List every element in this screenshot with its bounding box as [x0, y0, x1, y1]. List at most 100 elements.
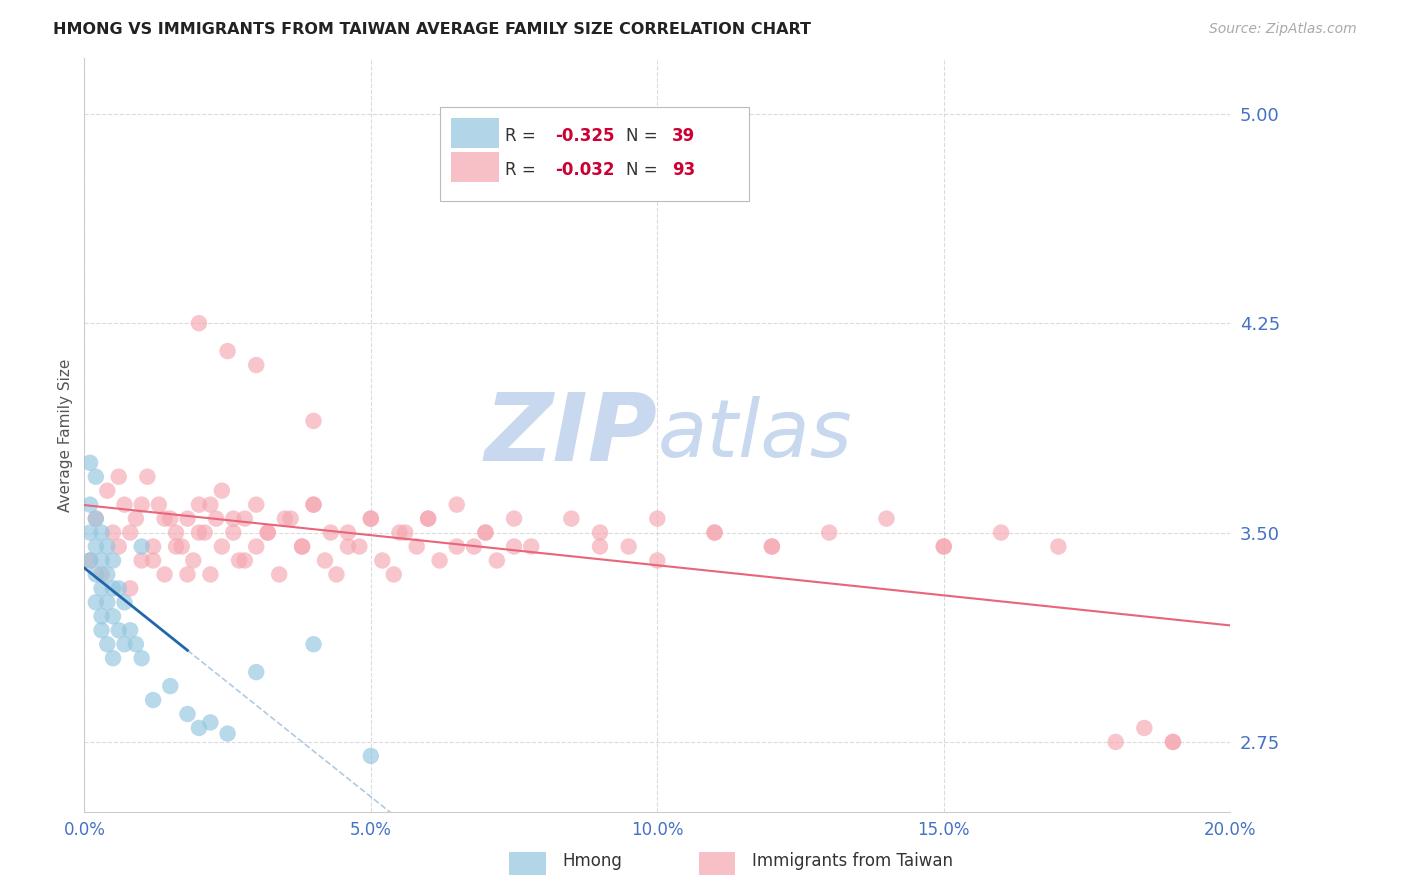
- Point: [932, 540, 955, 554]
- Point: [1161, 735, 1184, 749]
- Point: [181, 553, 204, 567]
- Point: [101, 651, 124, 665]
- Point: [90, 553, 112, 567]
- Point: [84, 567, 107, 582]
- Point: [222, 511, 245, 525]
- Point: [107, 469, 129, 483]
- Point: [84, 511, 107, 525]
- Point: [336, 525, 359, 540]
- Point: [336, 540, 359, 554]
- Text: -0.032: -0.032: [555, 161, 614, 179]
- Point: [101, 609, 124, 624]
- Point: [291, 540, 314, 554]
- Text: -0.325: -0.325: [555, 128, 614, 145]
- Point: [153, 511, 176, 525]
- Point: [388, 525, 411, 540]
- Point: [256, 525, 278, 540]
- Point: [360, 511, 382, 525]
- Point: [319, 525, 342, 540]
- Point: [382, 567, 405, 582]
- Point: [142, 553, 165, 567]
- Point: [200, 498, 222, 512]
- Point: [990, 525, 1012, 540]
- Point: [503, 511, 526, 525]
- Point: [211, 540, 233, 554]
- Point: [79, 498, 101, 512]
- Point: [503, 540, 526, 554]
- Point: [79, 553, 101, 567]
- Point: [165, 525, 187, 540]
- Point: [159, 511, 181, 525]
- Point: [280, 511, 302, 525]
- Text: ZIP: ZIP: [485, 389, 658, 481]
- Point: [647, 511, 669, 525]
- Point: [90, 582, 112, 596]
- Point: [90, 567, 112, 582]
- Text: N =: N =: [626, 161, 664, 179]
- Point: [79, 525, 101, 540]
- Point: [302, 498, 325, 512]
- Point: [96, 540, 118, 554]
- Text: HMONG VS IMMIGRANTS FROM TAIWAN AVERAGE FAMILY SIZE CORRELATION CHART: HMONG VS IMMIGRANTS FROM TAIWAN AVERAGE …: [53, 22, 811, 37]
- Point: [932, 540, 955, 554]
- Point: [245, 498, 267, 512]
- Point: [325, 567, 347, 582]
- Point: [90, 525, 112, 540]
- Point: [176, 706, 198, 721]
- Point: [360, 511, 382, 525]
- Point: [131, 651, 153, 665]
- Point: [107, 540, 129, 554]
- Point: [302, 637, 325, 651]
- Point: [1047, 540, 1070, 554]
- Point: [114, 637, 136, 651]
- Point: [90, 609, 112, 624]
- Point: [474, 525, 496, 540]
- Point: [101, 553, 124, 567]
- Point: [120, 624, 142, 638]
- Point: [131, 540, 153, 554]
- Point: [90, 624, 112, 638]
- Text: 39: 39: [672, 128, 696, 145]
- Text: atlas: atlas: [658, 396, 852, 474]
- Point: [107, 582, 129, 596]
- Point: [233, 553, 256, 567]
- Point: [125, 637, 148, 651]
- Point: [360, 748, 382, 763]
- Point: [96, 567, 118, 582]
- Point: [256, 525, 278, 540]
- Point: [1161, 735, 1184, 749]
- Point: [485, 553, 508, 567]
- Point: [136, 469, 159, 483]
- Point: [114, 595, 136, 609]
- Point: [520, 540, 543, 554]
- Point: [446, 498, 468, 512]
- Point: [222, 525, 245, 540]
- Point: [114, 498, 136, 512]
- Point: [245, 665, 267, 680]
- Point: [84, 469, 107, 483]
- Point: [188, 721, 211, 735]
- Text: 93: 93: [672, 161, 696, 179]
- Point: [302, 414, 325, 428]
- Point: [463, 540, 485, 554]
- Text: Hmong: Hmong: [562, 852, 623, 870]
- Y-axis label: Average Family Size: Average Family Size: [58, 359, 73, 511]
- Point: [125, 511, 148, 525]
- FancyBboxPatch shape: [451, 153, 499, 182]
- Text: R =: R =: [505, 128, 541, 145]
- Point: [818, 525, 841, 540]
- Point: [79, 553, 101, 567]
- Point: [429, 553, 451, 567]
- Point: [589, 525, 612, 540]
- Point: [165, 540, 187, 554]
- Point: [194, 525, 217, 540]
- Point: [1133, 721, 1156, 735]
- Point: [159, 679, 181, 693]
- Point: [200, 567, 222, 582]
- Point: [148, 498, 170, 512]
- Point: [589, 540, 612, 554]
- Point: [200, 715, 222, 730]
- Point: [153, 567, 176, 582]
- Point: [349, 540, 371, 554]
- Point: [876, 511, 898, 525]
